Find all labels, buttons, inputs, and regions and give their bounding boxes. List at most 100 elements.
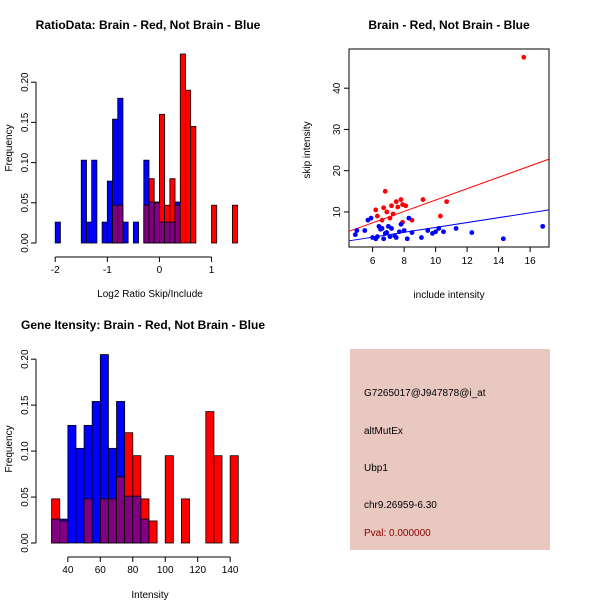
- point-not-brain: [398, 221, 404, 227]
- point-not-brain: [404, 236, 410, 242]
- bar-not-brain: [106, 180, 113, 244]
- point-not-brain: [396, 229, 402, 235]
- x-tick-label: 16: [525, 256, 537, 267]
- bar-overlap: [124, 495, 134, 544]
- scatter-panel: Brain - Red, Not Brain - Blue include in…: [302, 18, 550, 301]
- gene-name: Ubp1: [364, 463, 388, 474]
- bar-overlap: [116, 476, 126, 544]
- scatter-points: [352, 54, 546, 242]
- fit-line-brain: [348, 158, 550, 232]
- point-brain: [395, 204, 401, 210]
- bar-overlap: [51, 518, 61, 544]
- bar-brain: [231, 204, 238, 244]
- bar-overlap: [99, 498, 109, 544]
- y-tick-label: 0.20: [20, 72, 31, 92]
- x-tick-label: 6: [370, 256, 376, 267]
- intensity-hist-bars: [51, 354, 239, 544]
- y-tick-label: 0.10: [20, 152, 31, 172]
- y-tick-label: 0.15: [20, 112, 31, 132]
- x-tick-label: 140: [222, 565, 239, 576]
- y-tick-label: 0.05: [20, 487, 31, 507]
- x-tick-label: 60: [95, 565, 107, 576]
- bar-brain: [190, 125, 197, 244]
- bar-not-brain: [91, 401, 101, 544]
- point-not-brain: [384, 230, 390, 235]
- scatter-ylabel: skip intensity: [302, 121, 313, 178]
- x-tick-label: 120: [189, 565, 206, 576]
- bar-overlap: [132, 495, 142, 544]
- point-brain: [390, 211, 396, 217]
- bar-brain: [148, 520, 158, 544]
- bar-not-brain: [80, 159, 87, 244]
- point-not-brain: [352, 232, 358, 238]
- event-type: altMutEx: [364, 426, 403, 437]
- x-tick-label: 10: [430, 256, 442, 267]
- scatter-axes: 6 8 10 12 14 16 10 20 30 40: [332, 82, 536, 267]
- y-tick-label: 0.20: [20, 349, 31, 369]
- point-brain: [521, 54, 527, 60]
- point-not-brain: [436, 226, 442, 231]
- bar-brain: [181, 498, 190, 544]
- chromosome-location: chr9.26959-6.30: [364, 500, 437, 511]
- bar-brain: [205, 411, 215, 544]
- x-tick-label: 0: [157, 265, 163, 276]
- bar-overlap: [169, 221, 176, 244]
- y-tick-label: 20: [332, 165, 343, 177]
- bar-not-brain: [101, 221, 108, 244]
- point-not-brain: [540, 223, 546, 229]
- y-tick-label: 0.00: [20, 233, 31, 253]
- point-brain: [384, 209, 390, 215]
- point-not-brain: [469, 230, 475, 235]
- x-tick-label: 80: [127, 565, 139, 576]
- bar-not-brain: [67, 424, 77, 544]
- point-not-brain: [354, 228, 360, 233]
- bar-overlap: [83, 498, 93, 544]
- bar-brain: [229, 455, 239, 544]
- point-not-brain: [368, 215, 374, 221]
- x-tick-label: 100: [157, 565, 174, 576]
- bar-brain: [213, 455, 223, 544]
- point-not-brain: [425, 228, 431, 233]
- point-not-brain: [379, 226, 385, 231]
- point-brain: [373, 207, 379, 213]
- bar-overlap: [153, 202, 160, 244]
- p-value: Pval: 0.000000: [364, 528, 431, 539]
- point-brain: [398, 197, 404, 202]
- point-brain: [420, 197, 426, 202]
- x-tick-label: 1: [209, 265, 215, 276]
- scatter-plot-box: [348, 48, 550, 248]
- point-brain: [374, 213, 380, 219]
- bar-not-brain: [91, 159, 98, 244]
- intensity-hist-ylabel: Frequency: [4, 425, 15, 472]
- intensity-hist-xlabel: Intensity: [131, 590, 168, 600]
- point-brain: [437, 213, 443, 219]
- point-not-brain: [393, 235, 399, 240]
- y-tick-label: 0.05: [20, 193, 31, 213]
- scatter-xlabel: include intensity: [413, 290, 484, 301]
- bar-overlap: [148, 201, 155, 244]
- bar-overlap: [108, 498, 117, 544]
- bar-not-brain: [75, 447, 85, 544]
- point-not-brain: [381, 236, 387, 242]
- intensity-hist-title: Gene Itensity: Brain - Red, Not Brain - …: [21, 318, 265, 332]
- bar-overlap: [164, 221, 171, 244]
- bar-not-brain: [54, 221, 61, 244]
- point-not-brain: [387, 234, 393, 240]
- point-brain: [382, 188, 388, 194]
- intensity-histogram-panel: Gene Itensity: Brain - Red, Not Brain - …: [4, 318, 265, 600]
- bar-not-brain: [86, 221, 93, 244]
- bar-overlap: [59, 520, 69, 544]
- bar-not-brain: [132, 221, 139, 244]
- ratio-hist-ylabel: Frequency: [4, 124, 15, 171]
- y-tick-label: 0.15: [20, 395, 31, 415]
- point-not-brain: [419, 235, 424, 240]
- point-not-brain: [441, 229, 446, 235]
- ratio-hist-title: RatioData: Brain - Red, Not Brain - Blue: [36, 18, 261, 32]
- bar-brain: [211, 204, 218, 244]
- x-tick-label: 12: [462, 256, 474, 267]
- bar-brain: [164, 455, 174, 544]
- bar-overlap: [112, 204, 119, 244]
- x-tick-label: -1: [103, 265, 112, 276]
- y-tick-label: 40: [332, 82, 343, 94]
- y-tick-label: 0.00: [20, 533, 31, 553]
